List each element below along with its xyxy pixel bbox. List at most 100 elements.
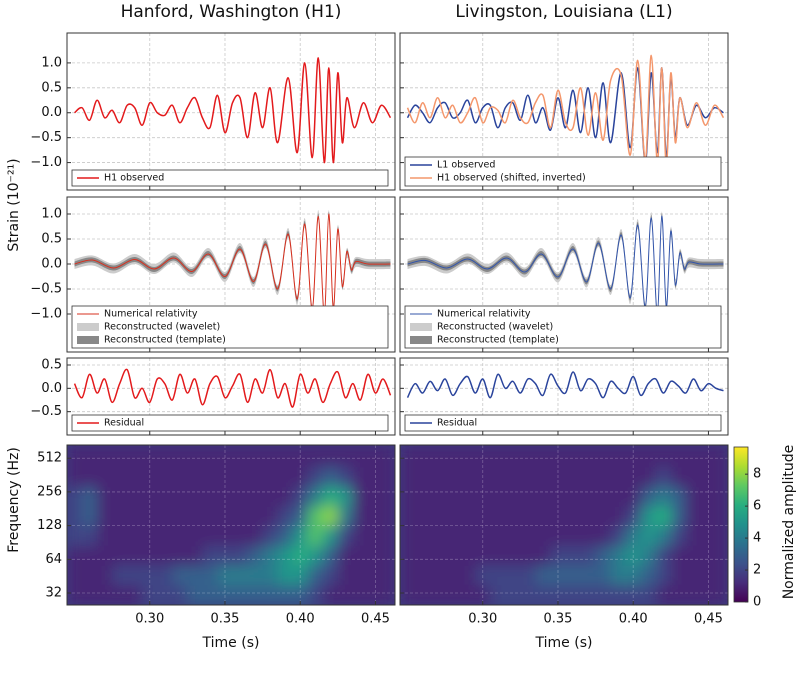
band	[74, 209, 391, 320]
x-tick-label: 0,45	[694, 612, 723, 627]
heatmap-cell	[382, 505, 395, 527]
heatmap-cell	[670, 584, 687, 605]
y-tick-label: 256	[37, 484, 62, 499]
heatmap-cell	[580, 564, 597, 586]
colorbar-tick-label: 2	[753, 563, 761, 578]
heatmap-cell	[337, 486, 354, 507]
heatmap-cell	[685, 584, 702, 605]
heatmap-cell	[535, 525, 551, 547]
heatmap-cell	[202, 545, 218, 566]
heatmap-cell	[520, 486, 536, 507]
heatmap-cell	[367, 486, 384, 507]
heatmap-cell	[460, 525, 476, 547]
y-tick-label: 64	[45, 552, 62, 567]
heatmap-cell	[460, 505, 476, 527]
heatmap-cell	[187, 466, 203, 487]
heatmap-cell	[217, 505, 234, 527]
heatmap-cell	[277, 525, 294, 547]
heatmap-cell	[112, 505, 128, 527]
heatmap-cell	[67, 505, 83, 527]
y-tick-label: 1.0	[41, 55, 62, 70]
heatmap-cell	[232, 486, 249, 507]
heatmap-cell	[202, 466, 218, 487]
heatmap-cell	[445, 445, 461, 467]
heatmap-cell	[550, 466, 567, 487]
heatmap-cell	[157, 505, 173, 527]
heatmap-cell	[685, 564, 702, 586]
heatmap-cell	[202, 445, 218, 467]
heatmap-cell	[610, 525, 627, 547]
heatmap-cell	[535, 466, 551, 487]
heatmap-cell	[430, 445, 446, 467]
heatmap-cell	[292, 445, 309, 467]
line	[74, 57, 392, 164]
heatmap-cell	[157, 564, 173, 586]
heatmap-cell	[565, 445, 582, 467]
y-tick-label: 512	[37, 451, 62, 466]
heatmap-cell	[262, 466, 279, 487]
legend-label: H1 observed	[104, 173, 164, 184]
heatmap-cell	[715, 505, 728, 527]
heatmap-cell	[82, 525, 98, 547]
heatmap-cell	[307, 466, 324, 487]
heatmap-cell	[475, 486, 491, 507]
heatmap-cell	[247, 445, 264, 467]
heatmap-cell	[307, 564, 324, 586]
heatmap-cell	[580, 486, 597, 507]
legend-box	[71, 169, 389, 187]
y-tick-label: 0.0	[41, 381, 62, 396]
heatmap-cell	[157, 545, 173, 566]
heatmap-cell	[367, 505, 384, 527]
heatmap-cell	[430, 584, 446, 605]
heatmap-cell	[187, 505, 203, 527]
panel-frame	[66, 444, 396, 606]
heatmap-cell	[67, 545, 83, 566]
heatmap-cell	[307, 584, 324, 605]
heatmap-cell	[475, 564, 491, 586]
heatmap-cell	[700, 486, 717, 507]
legend-swatch	[410, 323, 432, 331]
heatmap-cell	[565, 564, 582, 586]
x-tick-label: 0.40	[286, 612, 315, 627]
heatmap-cell	[157, 486, 173, 507]
heatmap-cell	[337, 584, 354, 605]
x-axis-label: Time (s)	[202, 635, 260, 651]
heatmap-cell	[262, 525, 279, 547]
heatmap-cell	[610, 486, 627, 507]
panel-frame	[66, 32, 396, 191]
heatmap-cell	[655, 584, 672, 605]
heatmap-cell	[505, 545, 521, 566]
line	[406, 67, 724, 164]
heatmap-cell	[445, 564, 461, 586]
y-tick-label: 0.0	[41, 257, 62, 272]
heatmap-cell	[157, 525, 173, 547]
line	[406, 54, 725, 166]
heatmap-cell	[685, 545, 702, 566]
heatmap-cell	[142, 545, 158, 566]
heatmap-cell	[382, 545, 395, 566]
heatmap-cell	[367, 466, 384, 487]
heatmap-cell	[685, 466, 702, 487]
heatmap-cell	[400, 486, 416, 507]
heatmap-cell	[700, 505, 717, 527]
heatmap-cell	[715, 486, 728, 507]
heatmap-cell	[352, 445, 369, 467]
panel-plot	[67, 358, 395, 435]
heatmap-cell	[322, 466, 339, 487]
heatmap-cell	[445, 505, 461, 527]
heatmap-cell	[352, 525, 369, 547]
heatmap-cell	[217, 564, 234, 586]
heatmap-cell	[97, 505, 113, 527]
heatmap-cell	[490, 486, 506, 507]
heatmap-cell	[322, 445, 339, 467]
heatmap-cell	[247, 466, 264, 487]
heatmap-cell	[97, 545, 113, 566]
heatmap-cell	[112, 584, 128, 605]
legend-box	[71, 305, 389, 349]
heatmap-cell	[157, 445, 173, 467]
heatmap-cell	[640, 486, 657, 507]
heatmap-cell	[322, 545, 339, 566]
heatmap-cell	[232, 545, 249, 566]
legend-box	[404, 156, 722, 187]
heatmap-cell	[715, 466, 728, 487]
